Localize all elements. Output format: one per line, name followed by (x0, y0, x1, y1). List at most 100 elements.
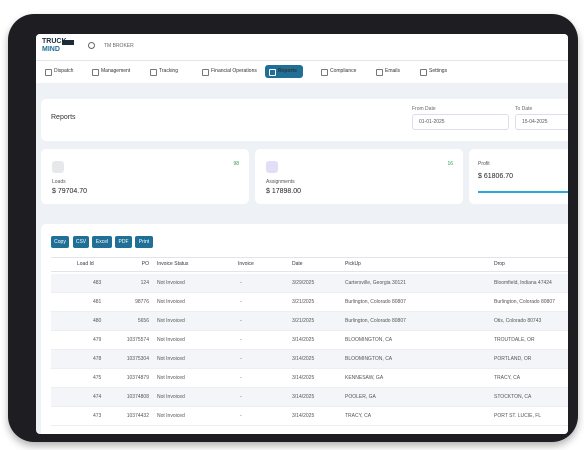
nav-icon (202, 69, 209, 76)
table-cell: 3/29/2025 (292, 280, 315, 286)
table-cell: Not Invoiced (157, 394, 185, 400)
table-cell: 473 (93, 413, 102, 419)
table-card: Copy CSV Excel PDF Print Load Id PO Invoice Sta… (41, 224, 568, 434)
table-cell: 10374879 (126, 375, 149, 381)
card-amount: $ 17898.00 (266, 188, 302, 195)
table-cell: 3/14/2025 (292, 356, 315, 362)
export-button[interactable]: CSV (73, 236, 89, 248)
export-button[interactable]: Print (135, 236, 153, 248)
from-value: 01-01-2025 (419, 119, 445, 125)
table-cell: Not Invoiced (157, 375, 185, 381)
table-cell: 480 (93, 318, 102, 324)
card-label: Loads (52, 179, 66, 185)
nav-icon (321, 69, 328, 76)
table-cell: - (240, 375, 242, 381)
table-cell: 483 (93, 280, 102, 286)
nav-item[interactable]: Reports (265, 65, 303, 78)
company-name: TM BROKER (104, 43, 134, 49)
table-cell: - (240, 280, 242, 286)
nav-bar: Dispatch Management Tracking Financial Oper… (36, 61, 568, 83)
card-icon (266, 161, 278, 173)
table-cell: Not Invoiced (157, 318, 185, 324)
export-button[interactable]: PDF (115, 236, 132, 248)
table-cell: BLOOMINGTON, CA (345, 356, 393, 362)
table-cell: KENNESAW, GA (345, 375, 384, 381)
table-cell: 10375304 (126, 356, 149, 362)
table-cell: 3/14/2025 (292, 337, 315, 343)
screen: TRUCK MIND TM BROKER Dispatch Management T… (36, 34, 568, 434)
nav-label: Emails (385, 68, 401, 74)
card-amount: $ 79704.70 (52, 188, 88, 195)
card-amount: $ 61806.70 (478, 173, 514, 180)
table-cell: 481 (93, 299, 102, 305)
card-icon (52, 161, 64, 173)
nav-item[interactable]: Dispatch (41, 65, 79, 78)
table-cell: Not Invoiced (157, 413, 185, 419)
nav-item[interactable]: Settings (416, 65, 453, 78)
header-rule (51, 271, 568, 272)
column-header: Drop (494, 261, 505, 267)
table-cell: 10374808 (126, 394, 149, 400)
column-header: Load Id (77, 261, 94, 267)
nav-item[interactable]: Management (88, 65, 136, 78)
table-cell: STOCKTON, CA (494, 394, 532, 400)
table-cell: 124 (140, 280, 149, 286)
table-cell: 3/21/2025 (292, 299, 315, 305)
card-badge: 98 (233, 161, 239, 167)
nav-label: Tracking (159, 68, 178, 74)
logo-bottom: MIND (42, 46, 60, 53)
table-cell: 5656 (137, 318, 149, 324)
logo-truck (62, 40, 74, 45)
search-icon[interactable] (88, 42, 95, 49)
table-cell: PORT ST. LUCIE, FL (494, 413, 542, 419)
nav-item[interactable]: Tracking (146, 65, 184, 78)
nav-label: Management (101, 68, 131, 74)
nav-label: Dispatch (54, 68, 74, 74)
table-cell: Burlington, Colorado 80807 (345, 318, 406, 324)
summary-card: 16 Assignments $ 17898.00 (255, 149, 463, 204)
summary-card: 98 Loads $ 79704.70 (41, 149, 249, 204)
nav-item[interactable]: Compliance (317, 65, 362, 78)
export-button[interactable]: Excel (92, 236, 112, 248)
table-row (51, 331, 568, 350)
table-cell: TROUTDALE, OR (494, 337, 535, 343)
table-cell: - (240, 356, 242, 362)
table-cell: 3/14/2025 (292, 394, 315, 400)
table-cell: - (240, 299, 242, 305)
column-header: Invoice Status (157, 261, 189, 267)
tablet-frame: TRUCK MIND TM BROKER Dispatch Management T… (8, 14, 578, 442)
table-cell: Not Invoiced (157, 356, 185, 362)
export-button[interactable]: Copy (51, 236, 69, 248)
nav-item[interactable]: Financial Operations (198, 65, 263, 78)
column-header: Invoice (238, 261, 254, 267)
nav-item[interactable]: Emails (372, 65, 406, 78)
table-cell: 3/14/2025 (292, 413, 315, 419)
nav-icon (150, 69, 157, 76)
card-label: Profit (478, 161, 490, 167)
nav-label: Compliance (330, 68, 357, 74)
table-cell: 3/14/2025 (292, 375, 315, 381)
nav-icon (92, 69, 99, 76)
from-input[interactable]: 01-01-2025 (412, 114, 509, 130)
table-cell: Not Invoiced (157, 299, 185, 305)
table-cell: 3/21/2025 (292, 318, 315, 324)
table-cell: 479 (93, 337, 102, 343)
to-value: 15-04-2025 (522, 119, 548, 125)
top-bar: TRUCK MIND TM BROKER (36, 34, 568, 61)
table-row (51, 407, 568, 426)
table-row (51, 388, 568, 407)
summary-card: Profit $ 61806.70 (469, 149, 568, 204)
table-row (51, 369, 568, 388)
table-cell: - (240, 413, 242, 419)
logo-top: TRUCK (42, 38, 67, 45)
nav-label: Settings (429, 68, 448, 74)
nav-icon (45, 69, 52, 76)
to-input[interactable]: 15-04-2025 (515, 114, 568, 130)
table-row (51, 350, 568, 369)
table-row (51, 312, 568, 331)
to-label: To Date (515, 106, 533, 112)
table-cell: Cartersville, Georgia 30121 (345, 280, 406, 286)
table-row (51, 274, 568, 293)
table-cell: Otis, Colorado 80743 (494, 318, 542, 324)
